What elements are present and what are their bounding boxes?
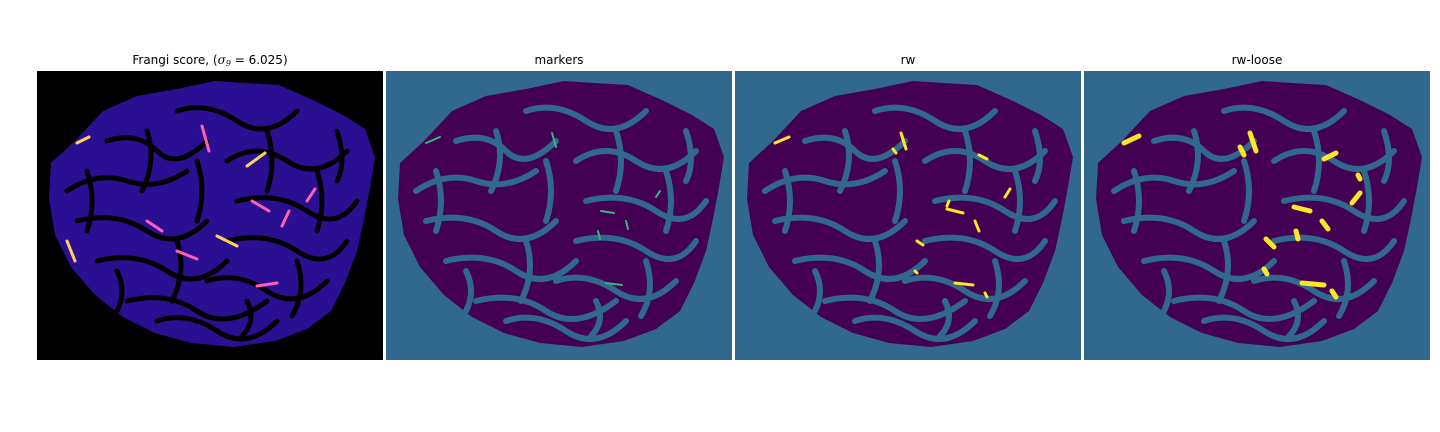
rw-loose-panel: rw-loose xyxy=(1084,53,1430,360)
rw-tissue xyxy=(747,81,1073,347)
frangi-dark-gaps xyxy=(64,105,360,342)
rw-loose-segments xyxy=(1121,130,1363,300)
rw-segments xyxy=(773,131,1012,299)
rw-loose-panel-title: rw-loose xyxy=(1231,53,1283,67)
frangi-panel-title: Frangi score, (σ9 = 6.025) xyxy=(37,53,383,71)
rw-image xyxy=(735,71,1081,360)
frangi-tissue xyxy=(49,81,375,347)
frangi-title-prefix: Frangi score, ( xyxy=(132,53,218,67)
markers-labels xyxy=(425,132,661,286)
frangi-vessel-highlights xyxy=(65,124,317,288)
markers-panel-title: markers xyxy=(534,53,584,67)
rw-loose-tissue xyxy=(1096,81,1422,347)
markers-panel: markers xyxy=(386,53,732,360)
frangi-title-sigma: σ xyxy=(217,53,226,67)
rw-loose-channels xyxy=(1111,104,1407,342)
rw-panel-title: rw xyxy=(900,53,916,67)
rw-panel: rw xyxy=(735,53,1081,360)
frangi-title-suffix: = 6.025) xyxy=(230,53,288,67)
frangi-score-panel: Frangi score, (σ9 = 6.025) xyxy=(37,53,383,360)
rw-channels xyxy=(762,104,1058,342)
markers-channels xyxy=(413,104,709,342)
frangi-score-image xyxy=(37,71,383,360)
frangi-title-subscript: 9 xyxy=(225,59,231,68)
rw-loose-image xyxy=(1084,71,1430,360)
markers-tissue xyxy=(398,81,724,347)
markers-image xyxy=(386,71,732,360)
